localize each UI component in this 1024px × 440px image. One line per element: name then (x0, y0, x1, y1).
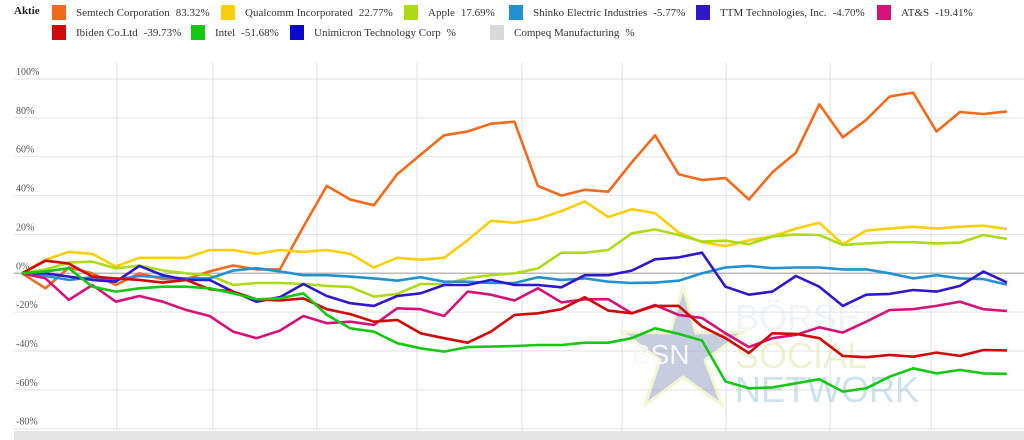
legend-item[interactable]: Ibiden Co.Ltd -39.73% (52, 25, 181, 40)
legend-swatch (290, 25, 304, 40)
legend-value: -39.73% (143, 26, 182, 39)
legend-value: -19.41% (935, 6, 973, 19)
navigator-bar[interactable] (14, 431, 1024, 440)
legend-value: % (625, 26, 635, 39)
legend-swatch (877, 5, 891, 20)
series-line-qualcomm-incorporated[interactable] (21, 200, 1008, 275)
watermark-logo-text: BSN (632, 339, 690, 370)
legend-item[interactable]: Qualcomm Incorporated 22.77% (221, 5, 393, 20)
legend-value: -51.68% (241, 26, 279, 39)
legend-swatch (509, 5, 523, 20)
y-tick-label: 80% (16, 106, 34, 117)
y-tick-label: 20% (16, 222, 34, 233)
legend-swatch (191, 25, 205, 40)
legend-value: -4.70% (832, 6, 865, 19)
legend-swatch (696, 5, 710, 20)
legend: Aktie Semtech Corporation 83.32% Qualcomm … (0, 0, 1024, 44)
y-tick-label: -40% (16, 339, 38, 350)
legend-value: -5.77% (653, 6, 686, 19)
series-line-apple[interactable] (21, 228, 1008, 298)
series-line-shinko-electric-industries[interactable] (21, 264, 1008, 286)
legend-swatch (52, 5, 66, 20)
y-tick-label: 40% (16, 184, 34, 195)
legend-label: AT&S (901, 6, 930, 19)
legend-title: Aktie (14, 5, 40, 17)
series-lines (21, 91, 1008, 393)
y-tick-label: -20% (16, 300, 38, 311)
legend-swatch (404, 5, 418, 20)
legend-value: % (446, 26, 456, 39)
legend-value: 22.77% (358, 6, 393, 19)
y-tick-label: 60% (16, 145, 34, 156)
legend-swatch (490, 25, 504, 40)
legend-label: Semtech Corporation (76, 6, 170, 19)
legend-swatch (221, 5, 235, 20)
y-tick-label: 100% (16, 67, 39, 78)
y-tick-label: -60% (16, 378, 38, 389)
legend-label: Intel (215, 26, 236, 39)
legend-label: Apple (428, 6, 455, 19)
bsn-watermark: BSN BÖRSE SOCIAL NETWORK (617, 281, 919, 410)
legend-label: Qualcomm Incorporated (245, 6, 353, 19)
legend-item[interactable]: TTM Technologies, Inc. -4.70% (696, 5, 865, 20)
legend-label: TTM Technologies, Inc. (720, 6, 827, 19)
legend-value: 83.32% (175, 6, 210, 19)
legend-label: Ibiden Co.Ltd (76, 26, 138, 39)
legend-swatch (52, 25, 66, 40)
legend-label: Compeq Manufacturing (514, 26, 620, 39)
legend-item[interactable]: Intel -51.68% (191, 25, 279, 40)
legend-label: Unimicron Technology Corp (314, 26, 441, 39)
legend-label: Shinko Electric Industries (533, 6, 648, 19)
series-line-ibiden-co-ltd[interactable] (21, 259, 1007, 359)
y-tick-label: -80% (16, 417, 38, 428)
legend-item[interactable]: Shinko Electric Industries -5.77% (509, 5, 685, 20)
legend-item[interactable]: Compeq Manufacturing% (490, 25, 635, 40)
star-logo (617, 281, 749, 410)
legend-item[interactable]: Semtech Corporation 83.32% (52, 5, 210, 20)
y-tick-label: 0% (16, 261, 29, 272)
legend-item[interactable]: AT&S -19.41% (877, 5, 973, 20)
watermark-line-3: NETWORK (735, 369, 919, 410)
series-line-at-s[interactable] (21, 272, 1007, 349)
legend-value: 17.69% (460, 6, 495, 19)
legend-item[interactable]: Apple 17.69% (404, 5, 495, 20)
series-line-intel[interactable] (21, 266, 1007, 393)
legend-item[interactable]: Unimicron Technology Corp% (290, 25, 456, 40)
